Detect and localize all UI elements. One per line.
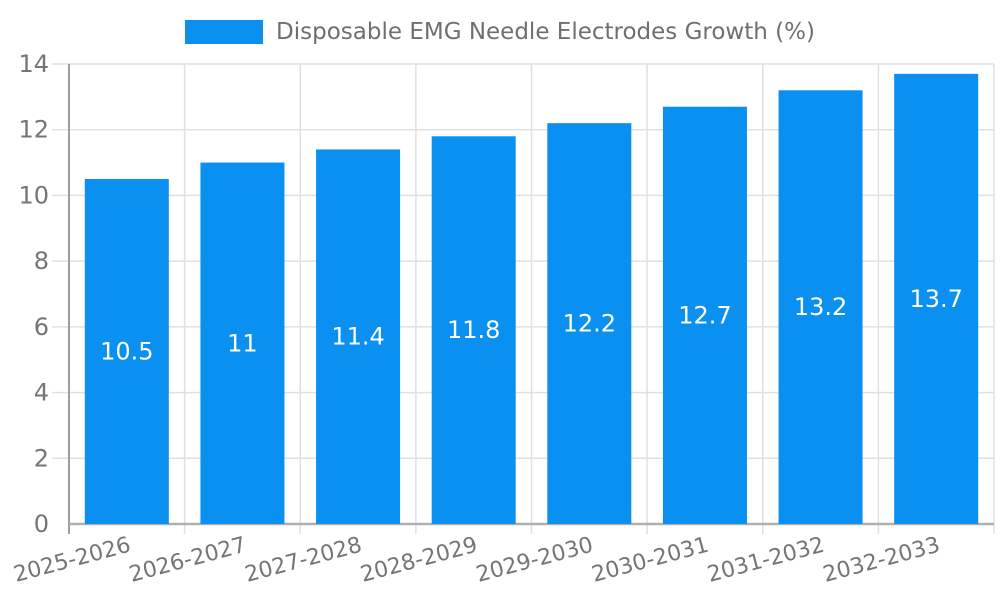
legend-swatch-icon [185,20,264,44]
bar [894,73,979,524]
bar-value-label: 11 [227,329,258,357]
x-tick-label: 2029-2030 [474,533,596,588]
y-tick-label: 14 [18,50,49,78]
x-tick-label: 2025-2026 [11,533,133,588]
legend-item[interactable]: Disposable EMG Needle Electrodes Growth … [185,19,815,45]
bar [662,106,747,524]
y-tick-label: 12 [18,116,49,144]
y-tick-label: 8 [34,247,49,275]
y-tick-label: 4 [34,379,49,407]
bar [547,123,632,525]
bar [778,90,863,525]
bar-value-label: 13.2 [794,293,847,321]
bar [200,162,285,525]
x-tick-label: 2032-2033 [820,533,942,588]
legend: Disposable EMG Needle Electrodes Growth … [0,19,1000,45]
bar-value-label: 12.2 [563,310,616,338]
x-tick-label: 2026-2027 [127,533,249,588]
bar [316,149,401,524]
bar [84,179,169,524]
bar-value-label: 11.8 [447,316,500,344]
x-tick-label: 2028-2029 [358,533,480,588]
x-tick-label: 2027-2028 [242,533,364,588]
bar-value-label: 12.7 [678,301,731,329]
bar-value-label: 10.5 [100,338,153,366]
y-tick-label: 6 [34,313,49,341]
x-tick-label: 2030-2031 [589,533,711,588]
y-tick-label: 10 [18,181,49,209]
y-tick-label: 0 [34,510,49,538]
y-tick-label: 2 [34,444,49,472]
x-tick-label: 2031-2032 [705,533,827,588]
legend-label: Disposable EMG Needle Electrodes Growth … [276,19,815,45]
bar [431,136,516,525]
bar-value-label: 11.4 [331,323,384,351]
bar-value-label: 13.7 [909,285,962,313]
